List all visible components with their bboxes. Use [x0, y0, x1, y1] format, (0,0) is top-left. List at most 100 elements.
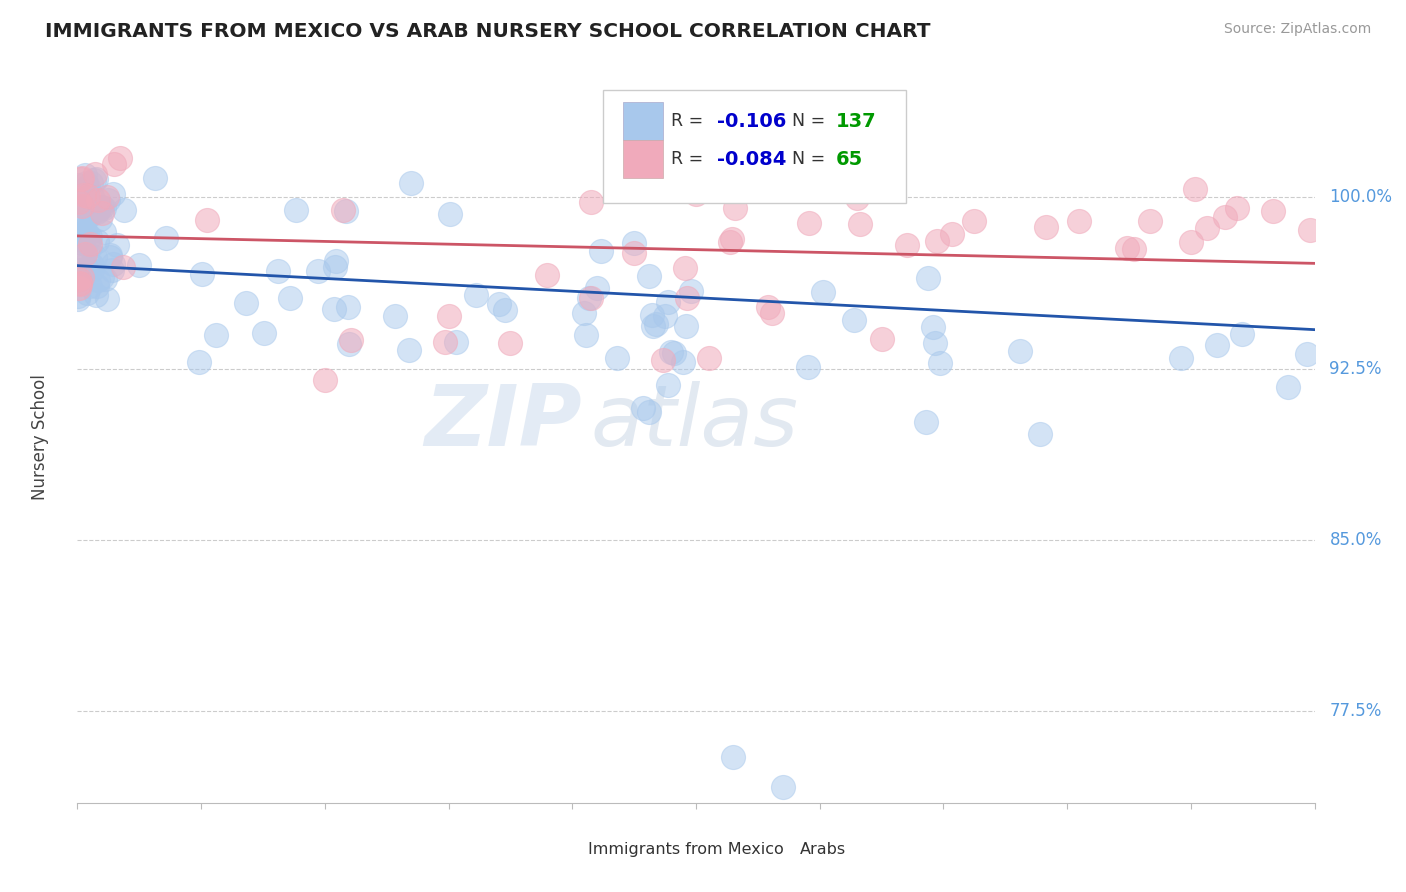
Point — [314, 373, 336, 387]
Point — [188, 355, 211, 369]
Point — [1123, 242, 1146, 256]
Point — [73, 225, 96, 239]
Point — [76, 191, 98, 205]
Point — [204, 328, 226, 343]
Point — [772, 780, 794, 794]
Point — [325, 254, 347, 268]
Text: 77.5%: 77.5% — [1330, 702, 1382, 721]
Point — [69, 276, 91, 290]
Text: ZIP: ZIP — [423, 381, 582, 464]
Point — [72, 170, 94, 185]
Point — [322, 302, 344, 317]
Point — [86, 205, 108, 219]
Point — [75, 169, 97, 183]
Point — [86, 234, 108, 248]
Text: R =: R = — [671, 150, 709, 168]
Point — [681, 284, 703, 298]
Point — [73, 188, 96, 202]
Point — [155, 231, 177, 245]
Point — [79, 208, 101, 222]
FancyBboxPatch shape — [551, 834, 583, 865]
Point — [1029, 427, 1052, 442]
Point — [1206, 337, 1229, 351]
Point — [253, 326, 276, 340]
Point — [66, 235, 89, 249]
Point — [499, 336, 522, 351]
Point — [591, 244, 613, 259]
Text: N =: N = — [793, 112, 831, 130]
Point — [1213, 211, 1236, 225]
Point — [70, 270, 93, 285]
Point — [641, 308, 664, 322]
Point — [80, 189, 103, 203]
Point — [323, 260, 346, 274]
Point — [75, 193, 97, 207]
Point — [67, 263, 90, 277]
Point — [87, 203, 110, 218]
Text: Nursery School: Nursery School — [31, 374, 49, 500]
Point — [284, 203, 307, 218]
FancyBboxPatch shape — [603, 90, 907, 203]
Text: -0.084: -0.084 — [717, 150, 786, 169]
Point — [76, 286, 98, 301]
Point — [70, 191, 93, 205]
Point — [494, 303, 516, 318]
Point — [69, 281, 91, 295]
Point — [641, 319, 664, 334]
Point — [67, 292, 90, 306]
Point — [1226, 202, 1249, 216]
Point — [91, 200, 114, 214]
Point — [1139, 214, 1161, 228]
Point — [579, 291, 602, 305]
Point — [80, 177, 103, 191]
Point — [84, 288, 107, 302]
Point — [1010, 344, 1032, 359]
Point — [685, 186, 707, 201]
Point — [73, 188, 96, 202]
Point — [579, 194, 602, 209]
Point — [724, 202, 747, 216]
Point — [586, 281, 609, 295]
Point — [190, 267, 212, 281]
Point — [93, 272, 115, 286]
Text: 100.0%: 100.0% — [1330, 188, 1392, 206]
Point — [69, 274, 91, 288]
Point — [79, 234, 101, 248]
Point — [82, 258, 104, 272]
Point — [773, 177, 796, 191]
Point — [652, 352, 675, 367]
Point — [70, 248, 93, 262]
Point — [79, 230, 101, 244]
Point — [89, 200, 111, 214]
Point — [111, 260, 134, 275]
Point — [91, 270, 114, 285]
Point — [673, 260, 696, 275]
Point — [76, 227, 98, 241]
Point — [631, 401, 654, 415]
Point — [77, 188, 100, 202]
Point — [101, 187, 124, 202]
Point — [575, 327, 598, 342]
Point — [623, 235, 645, 250]
Point — [1184, 182, 1206, 196]
Point — [98, 250, 121, 264]
Point — [446, 335, 468, 350]
Point — [675, 292, 697, 306]
Point — [105, 238, 128, 252]
Point — [86, 279, 108, 293]
Point — [75, 246, 97, 260]
Point — [606, 351, 628, 365]
Text: Arabs: Arabs — [800, 842, 846, 857]
Point — [638, 269, 661, 284]
Point — [98, 247, 121, 261]
Text: R =: R = — [671, 112, 709, 130]
Point — [1299, 223, 1322, 237]
Point — [1261, 203, 1284, 218]
Point — [66, 289, 89, 303]
Point — [718, 235, 741, 249]
Point — [110, 151, 132, 165]
FancyBboxPatch shape — [623, 102, 662, 140]
Point — [128, 259, 150, 273]
Point — [796, 360, 818, 375]
Point — [720, 232, 742, 246]
